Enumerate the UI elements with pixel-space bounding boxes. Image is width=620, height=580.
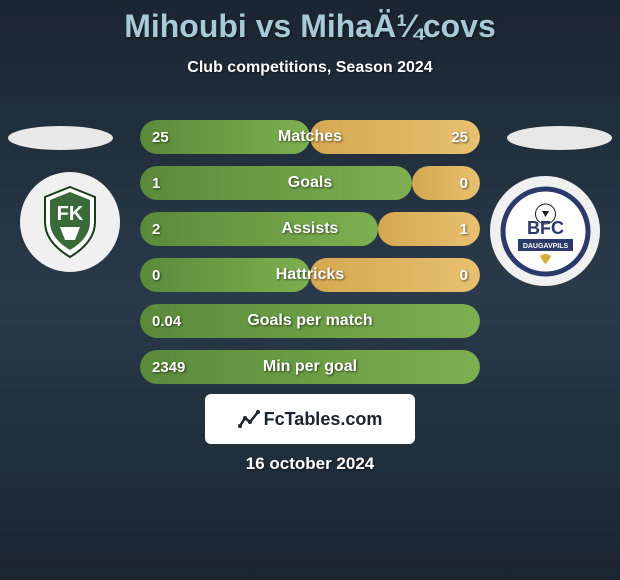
stat-label: Goals per match [140,312,480,330]
svg-text:BFC: BFC [527,218,564,238]
stat-row-goals: 1 Goals 0 [140,166,480,200]
svg-text:DAUGAVPILS: DAUGAVPILS [522,243,568,250]
chart-icon [238,408,260,430]
fk-logo-icon: FK [30,182,110,262]
stat-label: Goals [140,174,480,192]
team-logo-right: BFC DAUGAVPILS [490,176,600,286]
stat-label: Min per goal [140,358,480,376]
stat-row-matches: 25 Matches 25 [140,120,480,154]
right-shadow-oval [507,126,612,150]
stat-label: Assists [140,220,480,238]
stat-row-assists: 2 Assists 1 [140,212,480,246]
stat-value-right: 0 [460,175,468,192]
svg-text:FK: FK [57,203,84,225]
brand-link[interactable]: FcTables.com [205,394,415,444]
stats-container: 25 Matches 25 1 Goals 0 2 Assists 1 0 Ha… [140,120,480,396]
stat-label: Matches [140,128,480,146]
stat-row-goals-per-match: 0.04 Goals per match [140,304,480,338]
brand-label: FcTables.com [238,408,383,430]
bfc-logo-icon: BFC DAUGAVPILS [498,184,593,279]
stat-row-min-per-goal: 2349 Min per goal [140,350,480,384]
brand-text: FcTables.com [264,409,383,430]
stat-value-right: 25 [451,129,468,146]
stat-label: Hattricks [140,266,480,284]
left-shadow-oval [8,126,113,150]
stat-value-right: 1 [460,221,468,238]
team-logo-left: FK [20,172,120,272]
page-title: Mihoubi vs MihaÄ¼covs [0,0,620,45]
stat-row-hattricks: 0 Hattricks 0 [140,258,480,292]
stat-value-right: 0 [460,267,468,284]
date-label: 16 october 2024 [246,454,375,474]
subtitle: Club competitions, Season 2024 [0,59,620,77]
